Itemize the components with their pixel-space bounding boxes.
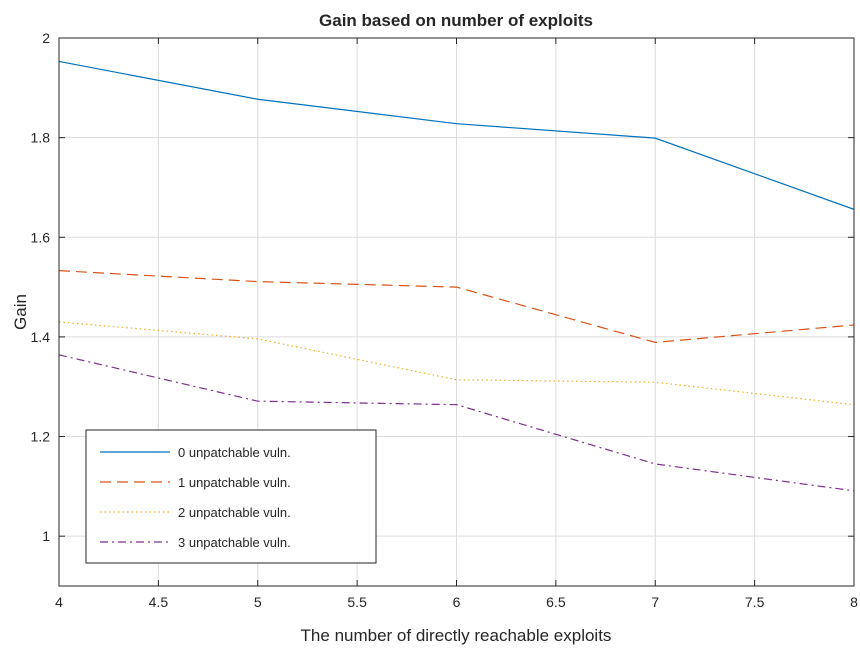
y-tick-label: 1 xyxy=(42,528,50,544)
series-line-3 xyxy=(58,354,855,492)
legend-label-2: 2 unpatchable vuln. xyxy=(178,505,291,520)
series-line-1 xyxy=(58,270,855,343)
x-tick-label: 7 xyxy=(651,594,659,610)
x-tick-label: 6 xyxy=(453,594,461,610)
x-tick-label: 7.5 xyxy=(745,594,765,610)
y-tick-label: 2 xyxy=(42,30,50,46)
legend-label-1: 1 unpatchable vuln. xyxy=(178,475,291,490)
chart-title: Gain based on number of exploits xyxy=(319,11,593,30)
y-tick-label: 1.4 xyxy=(31,329,51,345)
x-axis-label: The number of directly reachable exploit… xyxy=(301,626,612,645)
y-tick-label: 1.6 xyxy=(31,229,51,245)
legend: 0 unpatchable vuln. 1 unpatchable vuln. 2 … xyxy=(85,429,377,564)
legend-label-3: 3 unpatchable vuln. xyxy=(178,535,291,550)
y-tick-label: 1.2 xyxy=(31,429,51,445)
axis-ticks: 4 4.5 5 5.5 6 6.5 7 7.5 8 1 1.2 1.4 1.6 1.8 2 xyxy=(31,30,859,610)
y-tick-label: 1.8 xyxy=(31,130,51,146)
x-tick-label: 5 xyxy=(254,594,262,610)
x-tick-label: 4.5 xyxy=(149,594,169,610)
x-tick-label: 8 xyxy=(850,594,858,610)
series-lines xyxy=(58,60,855,492)
legend-items: 0 unpatchable vuln. 1 unpatchable vuln. 2 … xyxy=(100,445,291,550)
y-axis-label: Gain xyxy=(11,294,30,330)
legend-label-0: 0 unpatchable vuln. xyxy=(178,445,291,460)
x-tick-label: 4 xyxy=(55,594,63,610)
x-tick-label: 6.5 xyxy=(546,594,566,610)
x-tick-label: 5.5 xyxy=(347,594,367,610)
series-line-0 xyxy=(58,60,855,210)
